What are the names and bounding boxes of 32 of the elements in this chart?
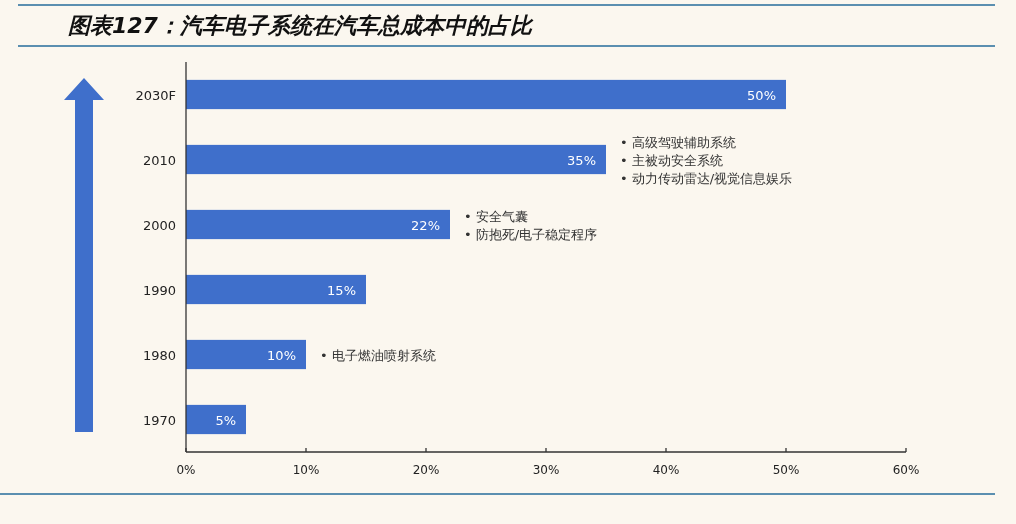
bar bbox=[186, 79, 786, 110]
y-tick-label: 2000 bbox=[142, 217, 176, 233]
annotation: • 安全气囊 bbox=[464, 208, 528, 224]
x-tick-label: 10% bbox=[292, 463, 320, 477]
annotation: • 电子燃油喷射系统 bbox=[320, 347, 436, 363]
bar bbox=[186, 274, 366, 305]
bar bbox=[186, 209, 450, 240]
y-tick-label: 1970 bbox=[142, 412, 176, 428]
bar bbox=[186, 339, 306, 370]
data-label: 15% bbox=[327, 282, 356, 298]
data-label: 50% bbox=[747, 87, 776, 103]
data-label: 10% bbox=[267, 347, 296, 363]
bar bbox=[186, 144, 606, 175]
x-tick-label: 30% bbox=[532, 463, 560, 477]
data-label: 35% bbox=[567, 152, 596, 168]
y-tick-label: 1990 bbox=[142, 282, 176, 298]
data-label: 5% bbox=[215, 412, 236, 428]
chart-title: 图表127：汽车电子系统在汽车总成本中的占比 bbox=[68, 13, 534, 38]
y-tick-label: 2010 bbox=[142, 152, 176, 168]
x-tick-label: 20% bbox=[412, 463, 440, 477]
annotation: • 高级驾驶辅助系统 bbox=[620, 134, 736, 150]
bar bbox=[186, 404, 246, 435]
x-tick-label: 60% bbox=[892, 463, 920, 477]
x-tick-label: 40% bbox=[652, 463, 680, 477]
x-tick-label: 50% bbox=[772, 463, 800, 477]
data-label: 22% bbox=[411, 217, 440, 233]
y-tick-label: 1980 bbox=[142, 347, 176, 363]
y-tick-label: 2030F bbox=[135, 87, 176, 103]
annotation: • 动力传动雷达/视觉信息娱乐 bbox=[620, 170, 793, 186]
annotation: • 主被动安全系统 bbox=[620, 152, 723, 168]
x-tick-label: 0% bbox=[176, 463, 196, 477]
annotation: • 防抱死/电子稳定程序 bbox=[464, 226, 598, 242]
